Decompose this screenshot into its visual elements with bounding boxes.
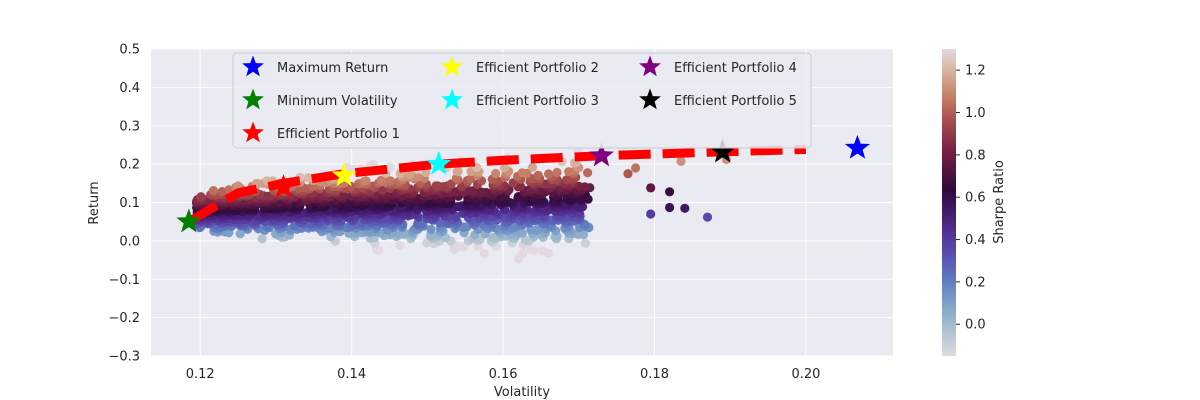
portfolio-point — [580, 238, 591, 248]
y-tick-label: 0.0 — [119, 234, 140, 249]
colorbar-tick-label: 1.2 — [965, 64, 986, 79]
legend-label: Efficient Portfolio 5 — [674, 94, 797, 109]
y-tick-label: 0.5 — [119, 43, 140, 58]
portfolio-point — [517, 249, 528, 259]
colorbar-tick-label: 0.8 — [965, 148, 986, 163]
legend-label: Maximum Return — [277, 61, 388, 76]
x-tick-label: 0.16 — [489, 367, 518, 382]
portfolio-point — [702, 212, 713, 222]
legend-label: Minimum Volatility — [277, 94, 398, 109]
portfolio-point — [479, 249, 489, 259]
y-tick-label: −0.1 — [108, 273, 140, 288]
portfolio-point — [257, 234, 267, 244]
x-tick-label: 0.18 — [640, 367, 669, 382]
portfolio-point — [491, 168, 501, 179]
portfolio-point — [499, 163, 510, 173]
y-tick-label: 0.1 — [119, 196, 140, 211]
portfolio-point — [476, 187, 486, 197]
legend-label: Efficient Portfolio 1 — [277, 127, 400, 142]
marker-minimum-volatility — [176, 208, 202, 233]
colorbar-ticks: 0.0 0.2 0.4 0.6 0.8 1.0 1.2 — [956, 64, 986, 333]
portfolio-point — [583, 168, 593, 178]
legend-icon-0 — [242, 55, 264, 77]
legend-icon-4 — [441, 88, 463, 110]
colorbar — [942, 49, 956, 356]
portfolio-point — [509, 222, 519, 232]
portfolio-point — [488, 232, 498, 242]
portfolio-point — [544, 169, 554, 179]
portfolio-point — [196, 192, 206, 202]
portfolio-point — [303, 173, 313, 183]
portfolio-point — [517, 168, 527, 178]
colorbar-title: Sharpe Ratio — [992, 160, 1007, 244]
portfolio-point — [377, 185, 388, 195]
legend-box — [232, 52, 812, 149]
portfolio-point — [385, 176, 395, 186]
portfolio-point — [680, 203, 690, 213]
portfolio-point — [665, 202, 675, 213]
portfolio-point — [527, 162, 538, 172]
legend-label: Efficient Portfolio 3 — [476, 94, 599, 109]
colorbar-tick-label: 0.4 — [965, 233, 986, 248]
portfolio-point — [453, 166, 463, 176]
portfolio-point — [361, 176, 371, 186]
legend-icon-1 — [242, 88, 264, 110]
portfolio-point — [665, 187, 675, 197]
portfolio-point — [508, 178, 518, 188]
portfolio-point — [395, 240, 405, 250]
y-tick-label: −0.3 — [108, 350, 140, 365]
portfolio-point — [526, 245, 536, 255]
marker-efficient-portfolio-3 — [426, 150, 452, 175]
y-axis-ticks: −0.3 −0.2 −0.1 0.0 0.1 0.2 0.3 0.4 0.5 — [108, 43, 140, 365]
portfolio-point — [446, 179, 456, 189]
legend-label: Efficient Portfolio 2 — [476, 61, 599, 76]
legend-icon-2 — [242, 121, 264, 143]
y-tick-label: −0.2 — [108, 311, 140, 326]
y-tick-label: 0.3 — [119, 119, 140, 134]
portfolio-point — [208, 186, 218, 196]
portfolio-point — [426, 224, 436, 234]
x-axis-title: Volatility — [494, 385, 550, 400]
efficient-frontier-line — [186, 145, 807, 226]
portfolio-point — [631, 163, 641, 173]
portfolio-point — [376, 175, 386, 185]
portfolio-point — [235, 229, 245, 239]
colorbar-tick-label: 0.0 — [965, 318, 986, 333]
legend-icon-3 — [441, 55, 463, 77]
marker-efficient-portfolio-2 — [331, 162, 357, 187]
portfolio-point — [533, 170, 543, 180]
portfolio-point — [401, 229, 411, 239]
y-tick-label: 0.4 — [119, 81, 140, 96]
legend-label: Efficient Portfolio 4 — [674, 61, 797, 76]
portfolio-point — [646, 183, 656, 193]
y-axis-title: Return — [87, 181, 102, 224]
marker-maximum-return — [844, 134, 870, 159]
marker-efficient-portfolio-4 — [589, 142, 614, 167]
portfolio-point — [431, 181, 441, 191]
marker-efficient-portfolio-1 — [271, 173, 296, 198]
legend-icon-5 — [639, 55, 661, 77]
portfolio-point — [537, 246, 548, 256]
y-tick-label: 0.2 — [119, 158, 140, 173]
colorbar-tick-label: 1.0 — [965, 106, 986, 121]
portfolio-point — [676, 156, 686, 166]
x-axis-ticks: 0.12 0.14 0.16 0.18 0.20 — [186, 367, 821, 382]
portfolio-point — [405, 169, 415, 179]
colorbar-tick-label: 0.6 — [965, 191, 986, 206]
x-tick-label: 0.20 — [791, 367, 820, 382]
colorbar-tick-label: 0.2 — [965, 275, 986, 290]
x-tick-label: 0.12 — [186, 367, 215, 382]
portfolio-point — [385, 162, 395, 172]
portfolio-point — [552, 167, 562, 178]
portfolio-point — [421, 167, 431, 178]
portfolio-point — [532, 225, 542, 235]
portfolio-point — [516, 181, 526, 192]
x-tick-label: 0.14 — [337, 367, 366, 382]
portfolio-point — [623, 169, 633, 179]
legend: Maximum Return Minimum Volatility Efficien… — [232, 52, 812, 149]
portfolio-point — [646, 209, 656, 219]
legend-icon-6 — [639, 88, 661, 110]
